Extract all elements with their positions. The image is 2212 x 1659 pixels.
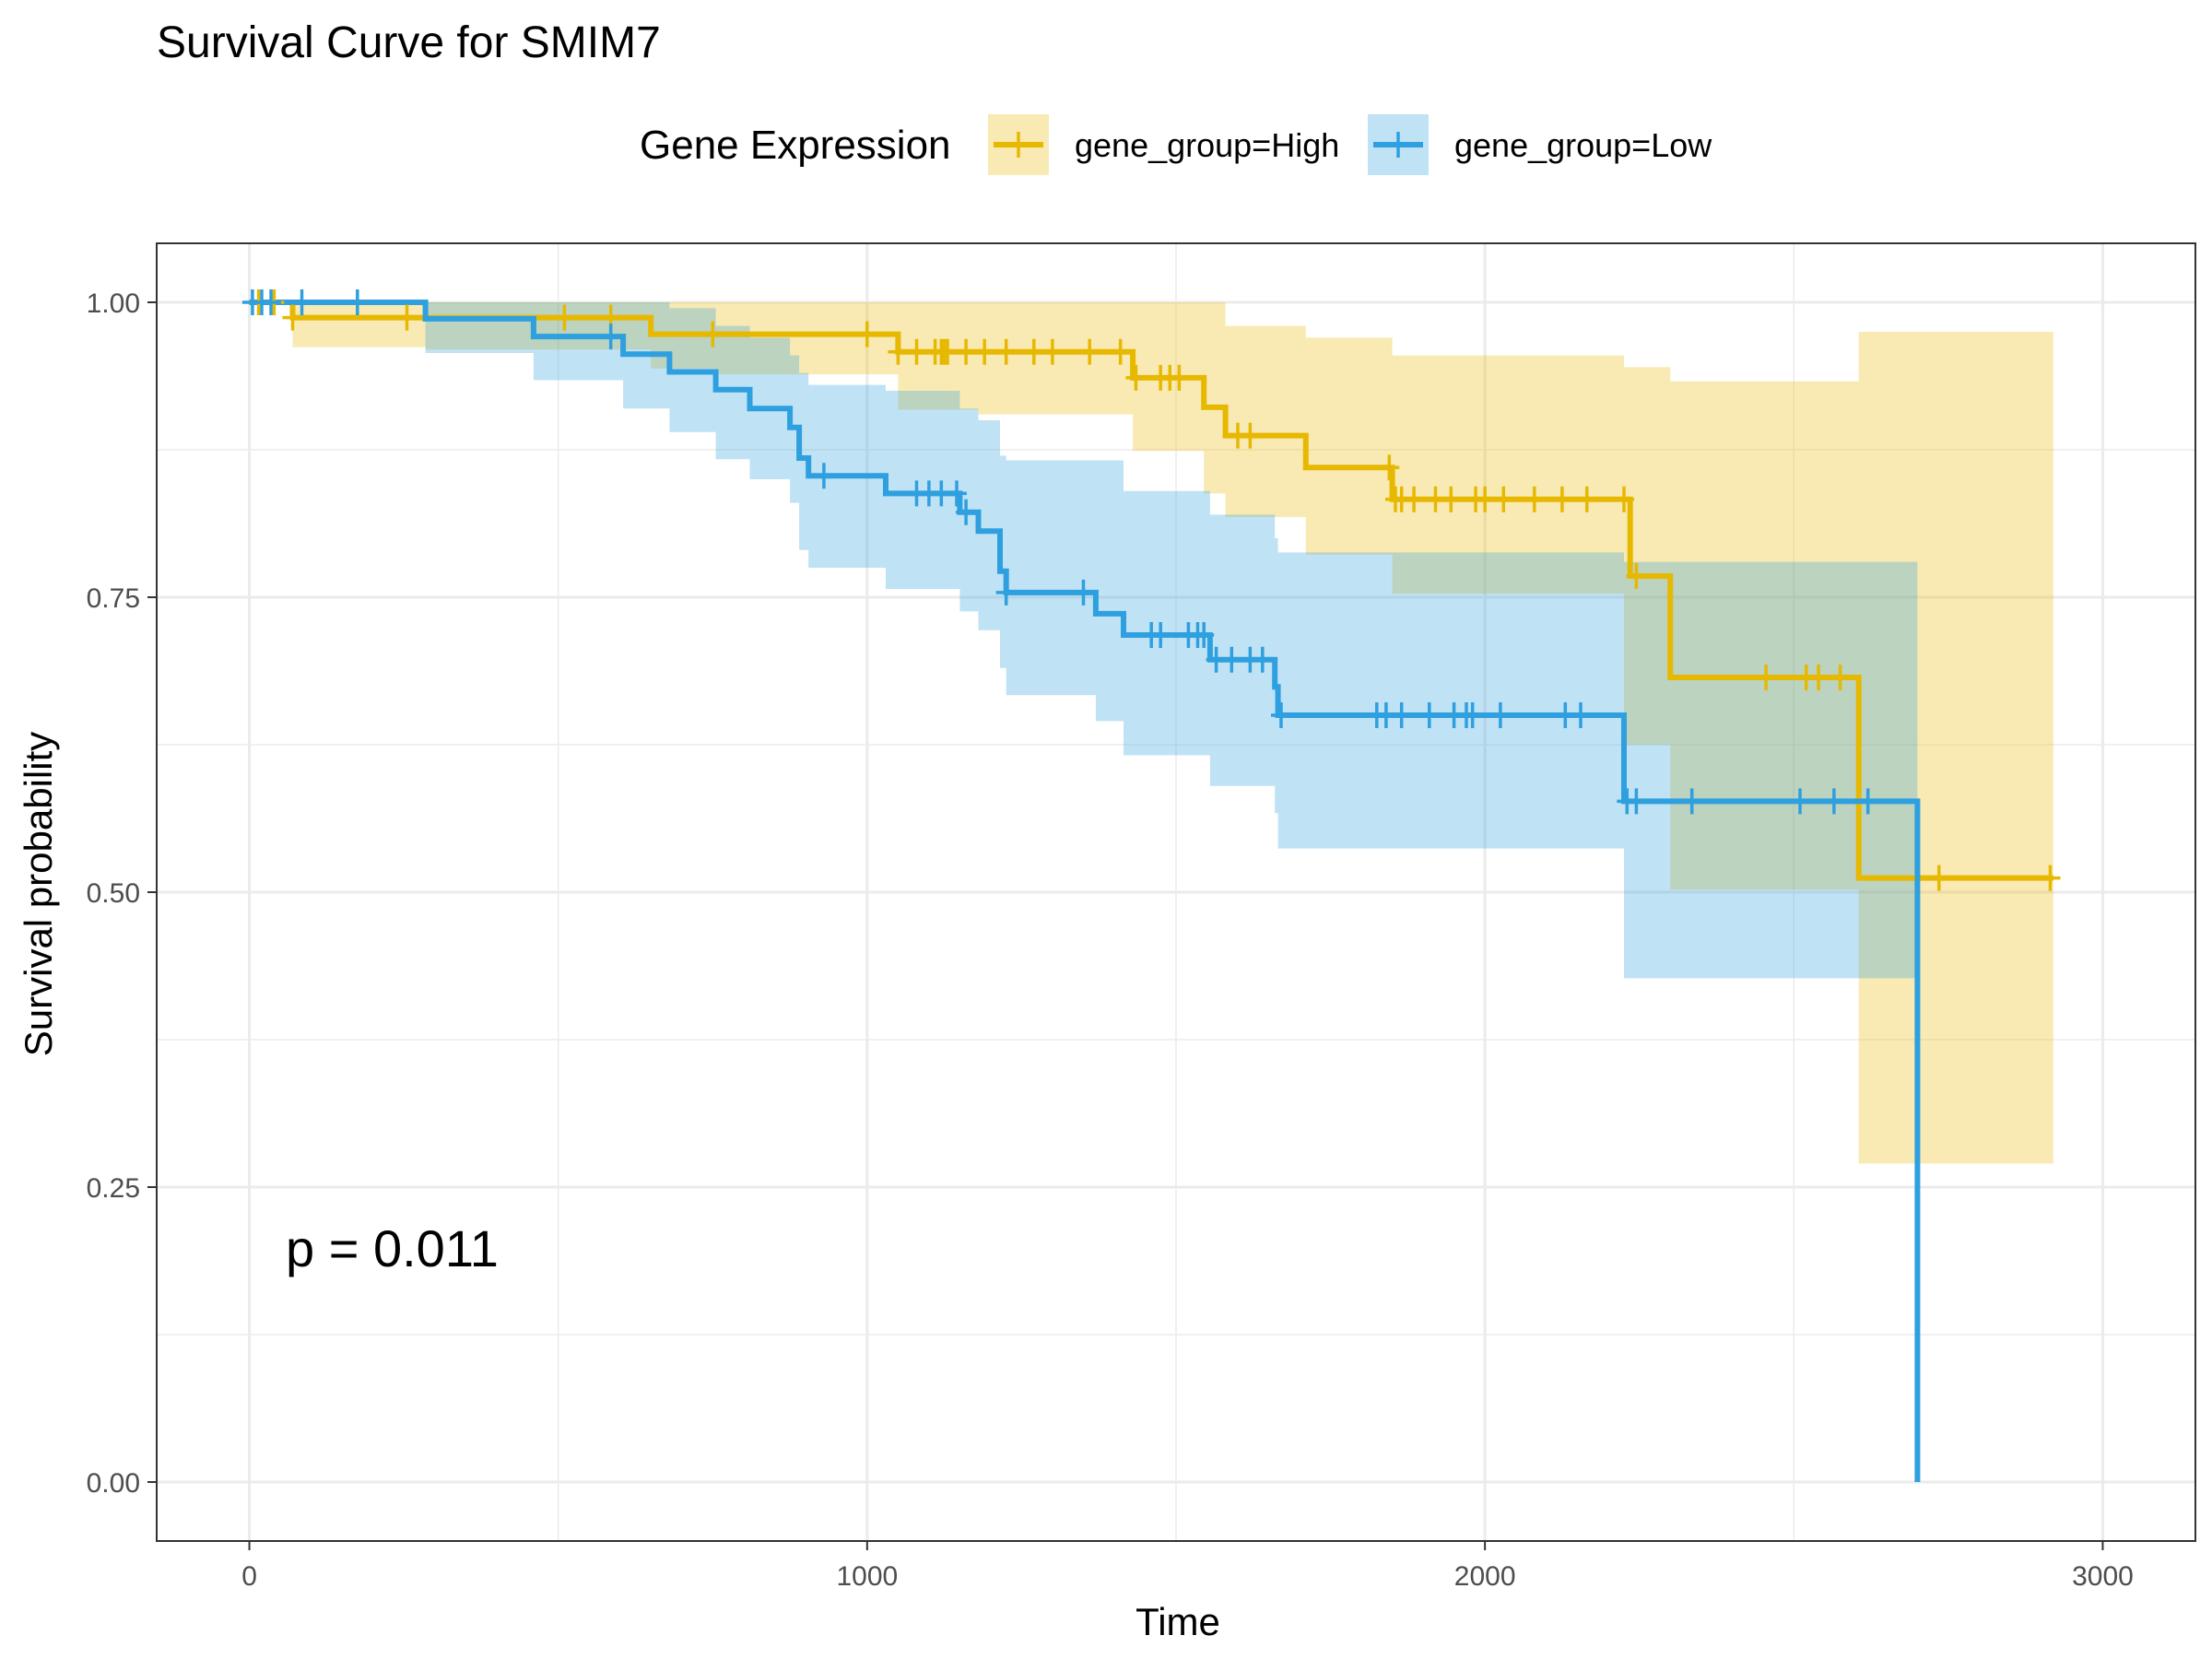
y-tick-label: 0.25	[87, 1173, 140, 1204]
y-tick-label: 0.75	[87, 583, 140, 614]
y-tick-label: 0.50	[87, 878, 140, 909]
censor-marks	[241, 289, 2061, 891]
p-value-annotation: p = 0.011	[286, 1219, 499, 1277]
x-axis: 0 1000 2000 3000	[241, 1541, 2134, 1592]
censor-mark-low	[261, 289, 281, 315]
y-tick-label: 1.00	[87, 288, 140, 319]
censor-mark-low	[1626, 788, 1647, 815]
censor-mark-high	[1379, 454, 1400, 481]
ci-band-low	[249, 302, 1918, 979]
censor-mark-low	[1790, 788, 1810, 815]
censor-mark-high	[1079, 338, 1100, 365]
censor-mark-high	[282, 304, 303, 331]
grid	[157, 243, 2195, 1541]
censor-mark-high	[396, 304, 418, 331]
censor-mark-high	[888, 338, 909, 365]
censor-mark-high	[1928, 865, 1949, 891]
censor-mark-high	[974, 338, 995, 365]
censor-mark-high	[1240, 422, 1261, 449]
censor-mark-high	[1551, 486, 1572, 512]
censor-mark-low	[1418, 702, 1440, 728]
x-tick-label: 3000	[2072, 1561, 2134, 1592]
censor-mark-high	[1110, 338, 1131, 365]
censor-mark-high	[956, 338, 977, 365]
censor-mark-high	[1475, 486, 1496, 512]
censor-mark-high	[856, 321, 877, 347]
censor-mark-high	[1614, 486, 1634, 512]
censor-mark-high	[1404, 486, 1425, 512]
censor-mark-low	[1681, 788, 1702, 815]
censor-mark-low	[1271, 702, 1291, 728]
legend: Gene Expression gene_group=High gene_gro…	[640, 114, 1712, 175]
censor-mark-low	[1571, 702, 1591, 728]
censor-mark-high	[1125, 364, 1147, 391]
censor-mark-low	[1194, 622, 1215, 648]
censor-mark-high	[1023, 338, 1044, 365]
censor-mark-low	[347, 289, 368, 315]
censor-mark-high	[2040, 865, 2061, 891]
censor-mark-low	[1391, 702, 1412, 728]
censor-mark-high	[554, 304, 575, 331]
x-tick-label: 2000	[1454, 1561, 1516, 1592]
legend-label: gene_group=High	[1075, 126, 1339, 164]
censor-mark-high	[1524, 486, 1545, 512]
censor-mark-low	[995, 579, 1017, 606]
censor-mark-low	[813, 463, 834, 489]
censor-mark-low	[600, 324, 621, 350]
x-tick-label: 0	[241, 1561, 257, 1592]
censor-mark-high	[1626, 563, 1647, 589]
censor-mark-high	[1808, 665, 1830, 690]
legend-item-high: gene_group=High	[988, 114, 1339, 175]
censor-mark-high	[1041, 338, 1063, 365]
censor-mark-low	[956, 499, 977, 525]
legend-label: gene_group=Low	[1454, 126, 1712, 164]
censor-mark-low	[1857, 788, 1878, 815]
censor-mark-low	[1489, 702, 1511, 728]
y-tick-label: 0.00	[87, 1468, 140, 1499]
censor-mark-high	[1169, 364, 1190, 391]
censor-mark-low	[1252, 646, 1273, 673]
chart-title: Survival Curve for SMIM7	[157, 18, 661, 67]
censor-mark-low	[1823, 788, 1844, 815]
censor-mark-low	[1150, 622, 1171, 648]
y-axis: 0.00 0.25 0.50 0.75 1.00	[87, 288, 157, 1499]
censor-mark-low	[947, 480, 967, 507]
confidence-bands	[249, 302, 2053, 1164]
censor-mark-high	[1493, 486, 1514, 512]
censor-mark-low	[1073, 579, 1094, 606]
censor-mark-high	[995, 338, 1017, 365]
censor-mark-low	[291, 289, 312, 315]
x-axis-title: Time	[1135, 1600, 1220, 1643]
censor-mark-high	[937, 338, 958, 365]
censor-mark-high	[906, 338, 927, 365]
ci-band-high	[249, 302, 2053, 1164]
censor-mark-high	[1441, 486, 1462, 512]
censor-mark-high	[702, 321, 724, 347]
censor-mark-high	[1576, 486, 1597, 512]
survival-curve-high	[249, 300, 2053, 881]
x-tick-label: 1000	[836, 1561, 898, 1592]
legend-title: Gene Expression	[640, 123, 951, 168]
censor-mark-low	[1462, 702, 1483, 728]
censor-mark-high	[1830, 665, 1851, 690]
censor-mark-high	[1756, 665, 1777, 690]
legend-item-low: gene_group=Low	[1368, 114, 1712, 175]
censor-mark-low	[1221, 646, 1242, 673]
y-axis-title: Survival probability	[17, 732, 60, 1057]
